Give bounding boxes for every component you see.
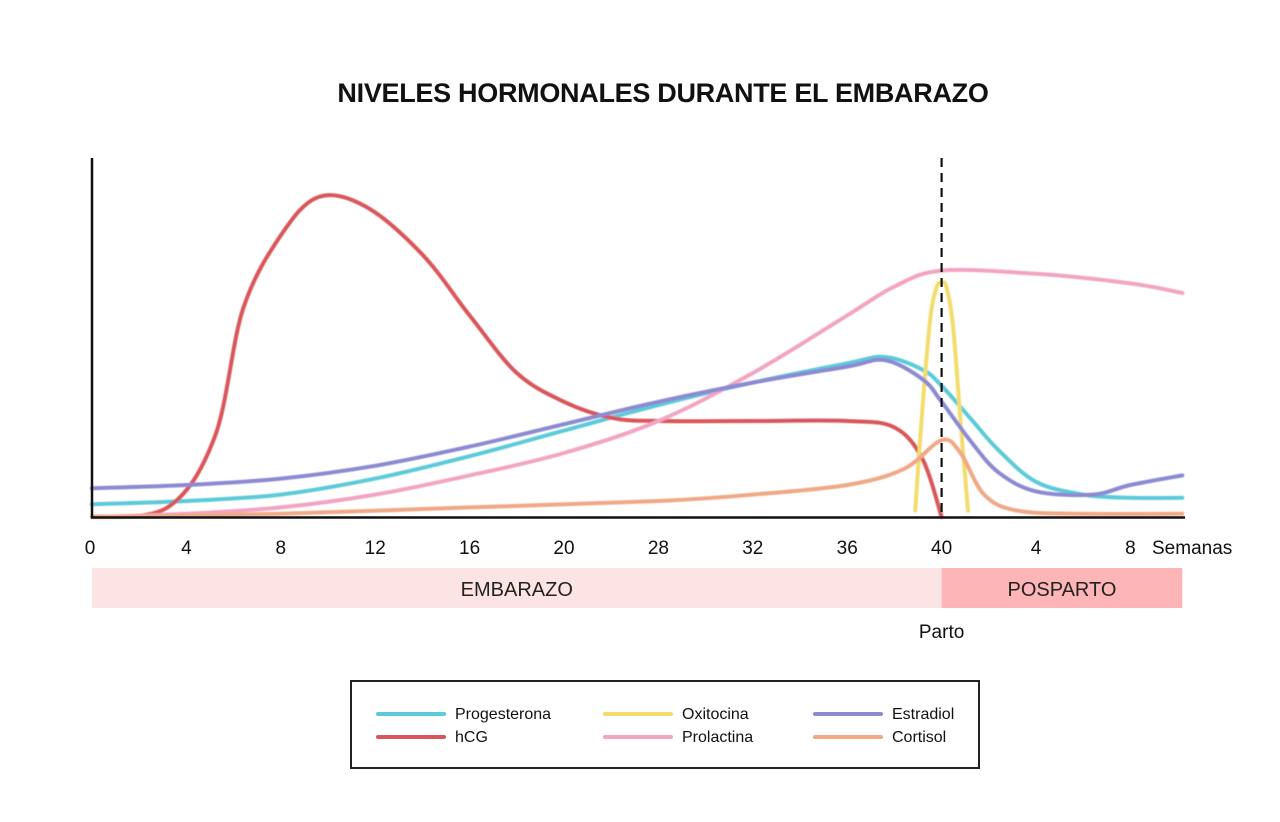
legend-label: Prolactina bbox=[682, 729, 753, 746]
x-axis-title: Semanas bbox=[1152, 538, 1232, 559]
series-line-progesterona bbox=[90, 354, 1185, 507]
phase-band-posparto bbox=[941, 568, 1183, 608]
x-tick-label: 16 bbox=[459, 538, 480, 559]
series-group bbox=[90, 193, 1185, 519]
legend-label: Estradiol bbox=[892, 706, 954, 723]
legend: Progesterona hCG Oxitocina Prolactina Estrad… bbox=[376, 706, 954, 746]
legend-label: hCG bbox=[455, 729, 488, 746]
legend-label: Cortisol bbox=[892, 729, 946, 746]
x-tick-label: 8 bbox=[276, 538, 287, 559]
series-line-hcg bbox=[90, 193, 944, 519]
delivery-marker-label: Parto bbox=[919, 622, 964, 643]
x-tick-label: 4 bbox=[181, 538, 192, 559]
legend-label: Oxitocina bbox=[682, 706, 749, 723]
x-tick-label: 32 bbox=[742, 538, 763, 559]
x-tick-label: 20 bbox=[553, 538, 574, 559]
x-tick-label: 12 bbox=[365, 538, 386, 559]
x-tick-label: 4 bbox=[1031, 538, 1042, 559]
x-tick-label: 28 bbox=[648, 538, 669, 559]
x-tick-label: 36 bbox=[837, 538, 858, 559]
phase-label-embarazo: EMBARAZO bbox=[461, 579, 573, 601]
legend-box bbox=[350, 680, 980, 769]
x-tick-label: 40 bbox=[931, 538, 952, 559]
series-line-prolactina bbox=[90, 267, 1185, 519]
x-tick-label: 8 bbox=[1125, 538, 1136, 559]
series-line-estradiol bbox=[90, 357, 1185, 498]
phase-band-embarazo bbox=[92, 568, 942, 608]
x-tick-label: 0 bbox=[85, 538, 96, 559]
series-line-cortisol bbox=[90, 437, 1185, 519]
chart-title: NIVELES HORMONALES DURANTE EL EMBARAZO bbox=[337, 78, 989, 108]
phase-label-posparto: POSPARTO bbox=[1007, 579, 1116, 601]
x-tick-labels: 0 4 8 12 16 20 28 32 36 40 4 8 bbox=[85, 538, 1136, 559]
legend-label: Progesterona bbox=[455, 706, 551, 723]
